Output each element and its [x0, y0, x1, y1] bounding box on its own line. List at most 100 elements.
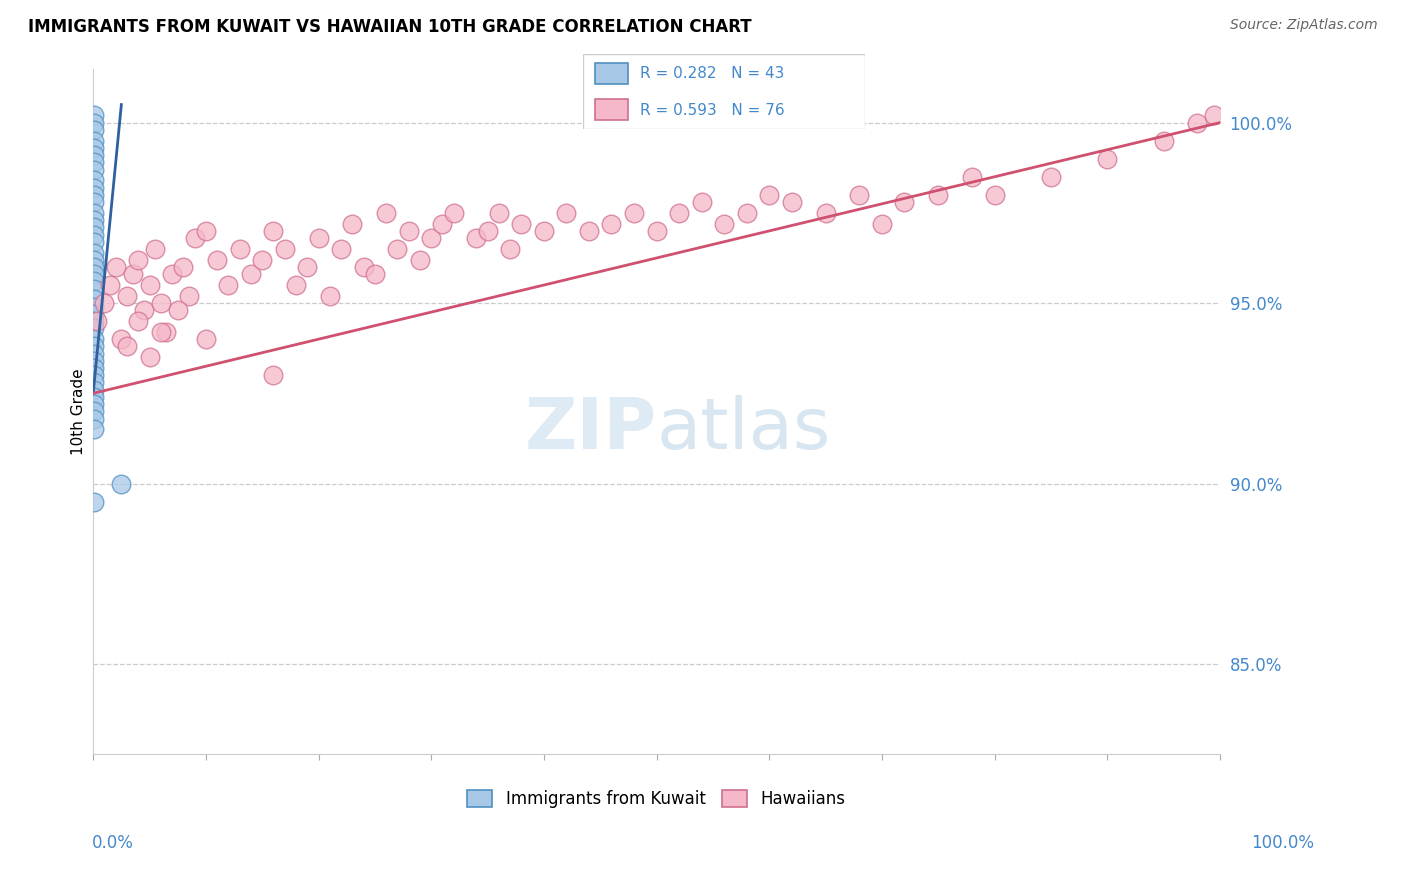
Point — [893, 195, 915, 210]
Point — [127, 314, 149, 328]
Point — [83, 282, 105, 296]
Point — [86, 314, 108, 328]
Point — [83, 321, 105, 335]
Text: 0.0%: 0.0% — [91, 834, 134, 852]
Point — [83, 422, 105, 436]
Point — [353, 260, 375, 274]
Point — [83, 235, 105, 249]
Point — [83, 173, 105, 187]
Point — [600, 217, 623, 231]
Point — [870, 217, 893, 231]
Point — [83, 123, 105, 137]
Point — [927, 187, 949, 202]
Point — [83, 134, 105, 148]
Point — [488, 206, 510, 220]
Point — [83, 300, 105, 314]
Point — [138, 350, 160, 364]
Point — [143, 242, 166, 256]
Bar — [595, 99, 628, 120]
Point — [110, 476, 132, 491]
Point — [780, 195, 803, 210]
Text: atlas: atlas — [657, 395, 831, 464]
Point — [83, 354, 105, 368]
Point — [319, 289, 342, 303]
Point — [1039, 169, 1062, 184]
Point — [83, 494, 105, 508]
Point — [194, 224, 217, 238]
Point — [83, 383, 105, 397]
Point — [533, 224, 555, 238]
Text: R = 0.282   N = 43: R = 0.282 N = 43 — [640, 67, 785, 81]
Point — [83, 180, 105, 194]
Point — [83, 275, 105, 289]
Point — [375, 206, 398, 220]
Point — [83, 376, 105, 390]
Point — [364, 267, 387, 281]
Point — [239, 267, 262, 281]
Point — [690, 195, 713, 210]
Point — [172, 260, 194, 274]
Point — [623, 206, 645, 220]
Point — [83, 148, 105, 162]
Point — [104, 260, 127, 274]
Point — [93, 296, 115, 310]
Point — [110, 332, 132, 346]
Point — [342, 217, 364, 231]
FancyBboxPatch shape — [583, 54, 865, 129]
Point — [83, 260, 105, 274]
Point — [115, 339, 138, 353]
Point — [83, 220, 105, 235]
Point — [758, 187, 780, 202]
Point — [149, 296, 172, 310]
Point — [83, 141, 105, 155]
Point — [98, 278, 121, 293]
Point — [138, 278, 160, 293]
Point — [83, 162, 105, 177]
Text: Source: ZipAtlas.com: Source: ZipAtlas.com — [1230, 18, 1378, 32]
Point — [409, 252, 432, 267]
Point — [83, 116, 105, 130]
Point — [115, 289, 138, 303]
Point — [645, 224, 668, 238]
Y-axis label: 10th Grade: 10th Grade — [72, 368, 86, 455]
Point — [83, 346, 105, 360]
Point — [1153, 134, 1175, 148]
Point — [83, 332, 105, 346]
Point — [1187, 116, 1209, 130]
Point — [262, 368, 284, 383]
Point — [250, 252, 273, 267]
Point — [510, 217, 533, 231]
Point — [555, 206, 578, 220]
Point — [83, 307, 105, 321]
Point — [308, 231, 330, 245]
Point — [499, 242, 522, 256]
Point — [432, 217, 454, 231]
Point — [205, 252, 228, 267]
Point — [83, 397, 105, 411]
Text: 100.0%: 100.0% — [1251, 834, 1315, 852]
Point — [983, 187, 1005, 202]
Point — [83, 206, 105, 220]
Point — [465, 231, 488, 245]
Point — [848, 187, 870, 202]
Text: R = 0.593   N = 76: R = 0.593 N = 76 — [640, 103, 785, 118]
Point — [668, 206, 690, 220]
Point — [83, 227, 105, 242]
Point — [83, 368, 105, 383]
Point — [217, 278, 239, 293]
Point — [83, 267, 105, 281]
Point — [83, 293, 105, 307]
Point — [149, 325, 172, 339]
Point — [387, 242, 409, 256]
Text: IMMIGRANTS FROM KUWAIT VS HAWAIIAN 10TH GRADE CORRELATION CHART: IMMIGRANTS FROM KUWAIT VS HAWAIIAN 10TH … — [28, 18, 752, 36]
Point — [477, 224, 499, 238]
Point — [83, 187, 105, 202]
Point — [83, 361, 105, 376]
Point — [398, 224, 420, 238]
Point — [262, 224, 284, 238]
Point — [420, 231, 443, 245]
Point — [83, 390, 105, 404]
Point — [177, 289, 200, 303]
Point — [83, 314, 105, 328]
Point — [127, 252, 149, 267]
